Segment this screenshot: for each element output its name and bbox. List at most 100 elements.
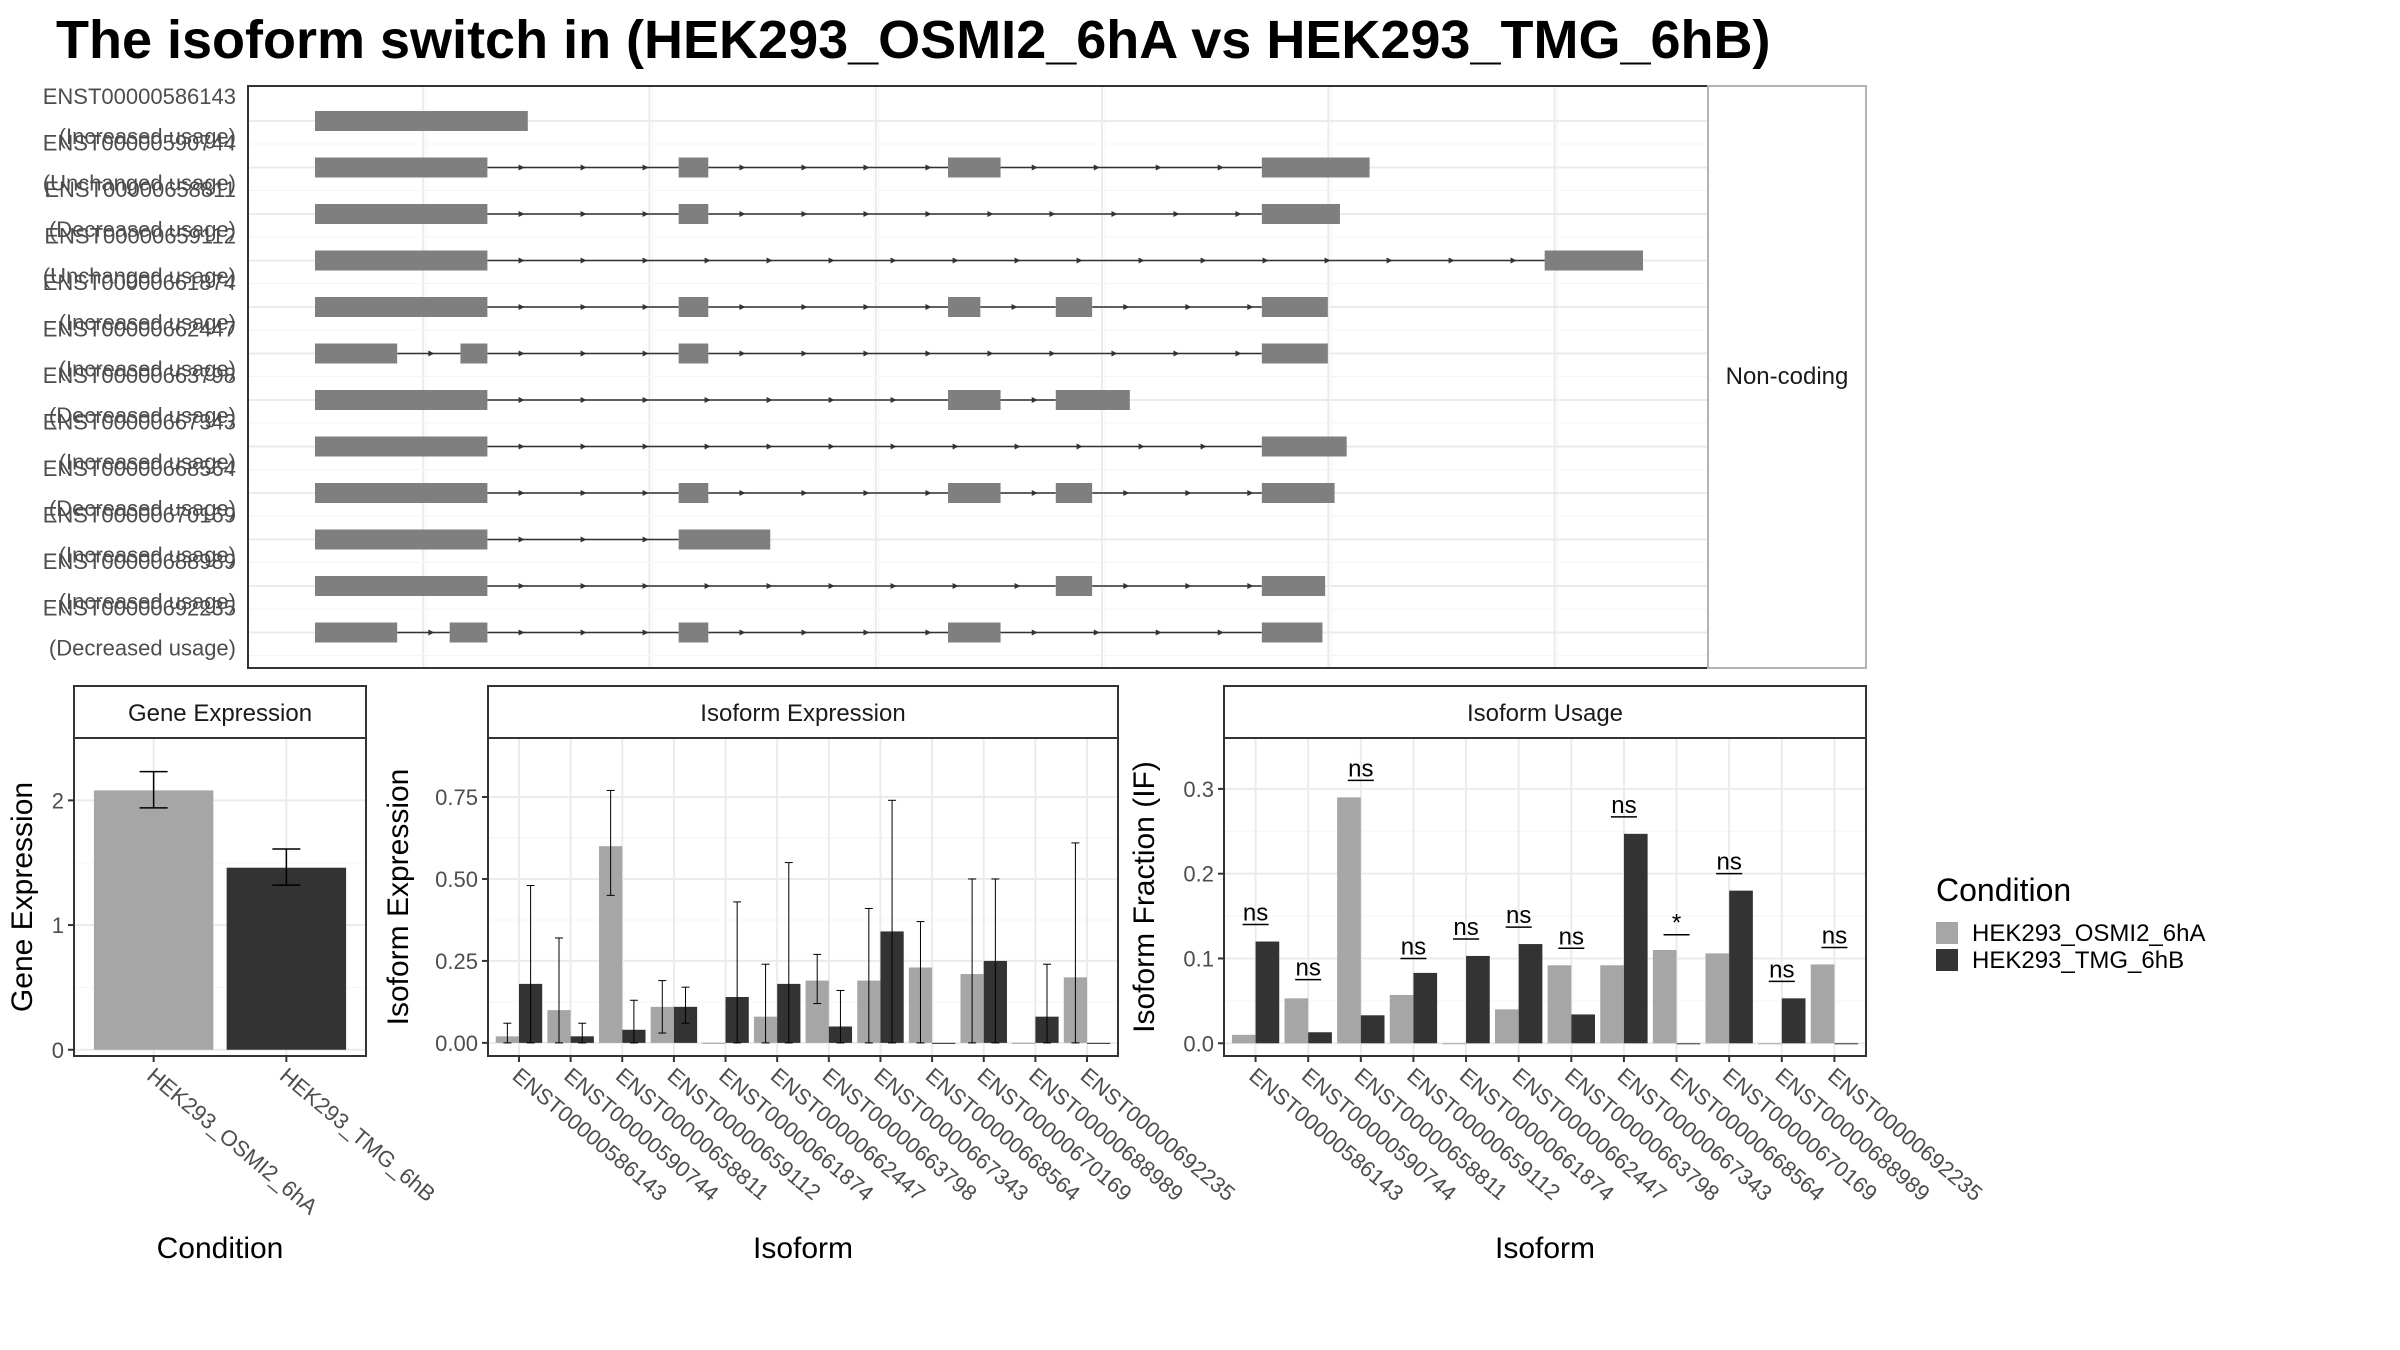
exon-block xyxy=(315,436,488,457)
intron-direction-arrow xyxy=(925,350,932,357)
y-tick-label: 0.2 xyxy=(1183,862,1214,887)
bar xyxy=(1705,953,1730,1044)
intron-direction-arrow xyxy=(704,397,711,403)
intron-direction-arrow xyxy=(766,257,773,264)
exon-block xyxy=(315,529,488,550)
bar xyxy=(1308,1032,1332,1044)
bar xyxy=(1652,950,1677,1044)
exon-block xyxy=(1055,483,1093,503)
exon-block xyxy=(1261,343,1328,364)
y-axis-title: Isoform Expression xyxy=(382,769,415,1026)
intron-direction-arrow xyxy=(1185,583,1192,589)
transcript-id-label: ENST00000659112 xyxy=(44,224,236,249)
transcript-usage-label: (Decreased usage) xyxy=(49,496,236,521)
bar xyxy=(1600,965,1624,1044)
coding-facet-label: Non-coding xyxy=(1726,363,1849,390)
intron-direction-arrow xyxy=(580,629,587,636)
intron-direction-arrow xyxy=(1049,211,1056,217)
intron-direction-arrow xyxy=(1076,257,1083,264)
facet-strip-label: Isoform Usage xyxy=(1467,700,1623,727)
exon-block xyxy=(678,297,709,317)
intron-direction-arrow xyxy=(518,629,525,636)
intron-direction-arrow xyxy=(1247,490,1254,496)
intron-direction-arrow xyxy=(580,536,587,543)
intron-direction-arrow xyxy=(766,443,773,450)
bar xyxy=(1087,1042,1111,1044)
transcript-usage-label: (Decreased usage) xyxy=(49,217,236,242)
intron-direction-arrow xyxy=(1217,629,1224,636)
bar xyxy=(1571,1014,1595,1044)
intron-direction-arrow xyxy=(1247,304,1254,310)
transcript-usage-label: (Increased usage) xyxy=(59,589,236,614)
intron-direction-arrow xyxy=(1093,164,1100,171)
x-axis-title: Condition xyxy=(157,1232,284,1265)
intron-direction-arrow xyxy=(766,583,773,589)
intron-direction-arrow xyxy=(1031,164,1038,171)
exon-block xyxy=(948,157,1001,178)
bar xyxy=(805,980,829,1043)
intron-direction-arrow xyxy=(1200,257,1207,264)
intron-direction-arrow xyxy=(580,257,587,264)
intron-direction-arrow xyxy=(1014,443,1021,450)
y-tick-label: 0.75 xyxy=(435,785,478,810)
exon-block xyxy=(315,483,488,503)
intron-direction-arrow xyxy=(890,443,897,450)
intron-direction-arrow xyxy=(642,583,649,589)
intron-direction-arrow xyxy=(1247,583,1254,589)
intron-direction-arrow xyxy=(1076,443,1083,450)
intron-direction-arrow xyxy=(704,583,711,589)
intron-direction-arrow xyxy=(1123,583,1130,589)
bar xyxy=(702,1042,726,1044)
intron-direction-arrow xyxy=(1011,304,1018,310)
intron-direction-arrow xyxy=(739,490,746,496)
exon-block xyxy=(315,157,488,178)
intron-direction-arrow xyxy=(580,397,587,403)
exon-block xyxy=(678,483,709,503)
intron-direction-arrow xyxy=(428,350,435,357)
y-tick-label: 0.1 xyxy=(1183,946,1214,971)
intron-direction-arrow xyxy=(890,583,897,589)
significance-label: ns xyxy=(1401,933,1426,960)
intron-direction-arrow xyxy=(863,490,870,496)
significance-label: ns xyxy=(1717,849,1742,876)
intron-direction-arrow xyxy=(642,164,649,171)
intron-direction-arrow xyxy=(580,304,587,310)
bar xyxy=(93,790,214,1050)
intron-direction-arrow xyxy=(952,257,959,264)
significance-label: ns xyxy=(1769,956,1794,983)
transcript-usage-label: (Increased usage) xyxy=(59,357,236,382)
y-tick-label: 1 xyxy=(52,913,64,938)
intron-direction-arrow xyxy=(642,304,649,310)
exon-block xyxy=(315,390,488,410)
legend-swatch xyxy=(1936,922,1958,944)
intron-direction-arrow xyxy=(518,257,525,264)
intron-direction-arrow xyxy=(518,397,525,403)
intron-direction-arrow xyxy=(801,350,808,357)
intron-direction-arrow xyxy=(1185,304,1192,310)
intron-direction-arrow xyxy=(518,164,525,171)
exon-block xyxy=(948,483,1001,503)
significance-label: ns xyxy=(1559,923,1584,950)
intron-direction-arrow xyxy=(1123,490,1130,496)
intron-direction-arrow xyxy=(1155,164,1162,171)
exon-block xyxy=(1261,483,1335,503)
intron-direction-arrow xyxy=(518,304,525,310)
exon-block xyxy=(678,204,709,224)
intron-direction-arrow xyxy=(642,536,649,543)
intron-direction-arrow xyxy=(1138,443,1145,450)
intron-direction-arrow xyxy=(828,397,835,403)
intron-direction-arrow xyxy=(1217,164,1224,171)
y-tick-label: 0.25 xyxy=(435,949,478,974)
transcript-id-label: ENST00000668564 xyxy=(43,456,236,481)
bar xyxy=(1389,994,1414,1044)
bar xyxy=(1729,890,1753,1044)
significance-label: ns xyxy=(1348,755,1373,782)
transcript-id-label: ENST00000692235 xyxy=(43,596,236,621)
transcript-usage-label: (Unchanged usage) xyxy=(43,171,236,196)
intron-direction-arrow xyxy=(925,304,932,310)
intron-direction-arrow xyxy=(739,350,746,357)
intron-direction-arrow xyxy=(518,583,525,589)
bar xyxy=(1413,972,1438,1044)
exon-block xyxy=(1544,250,1643,271)
intron-direction-arrow xyxy=(1138,257,1145,264)
